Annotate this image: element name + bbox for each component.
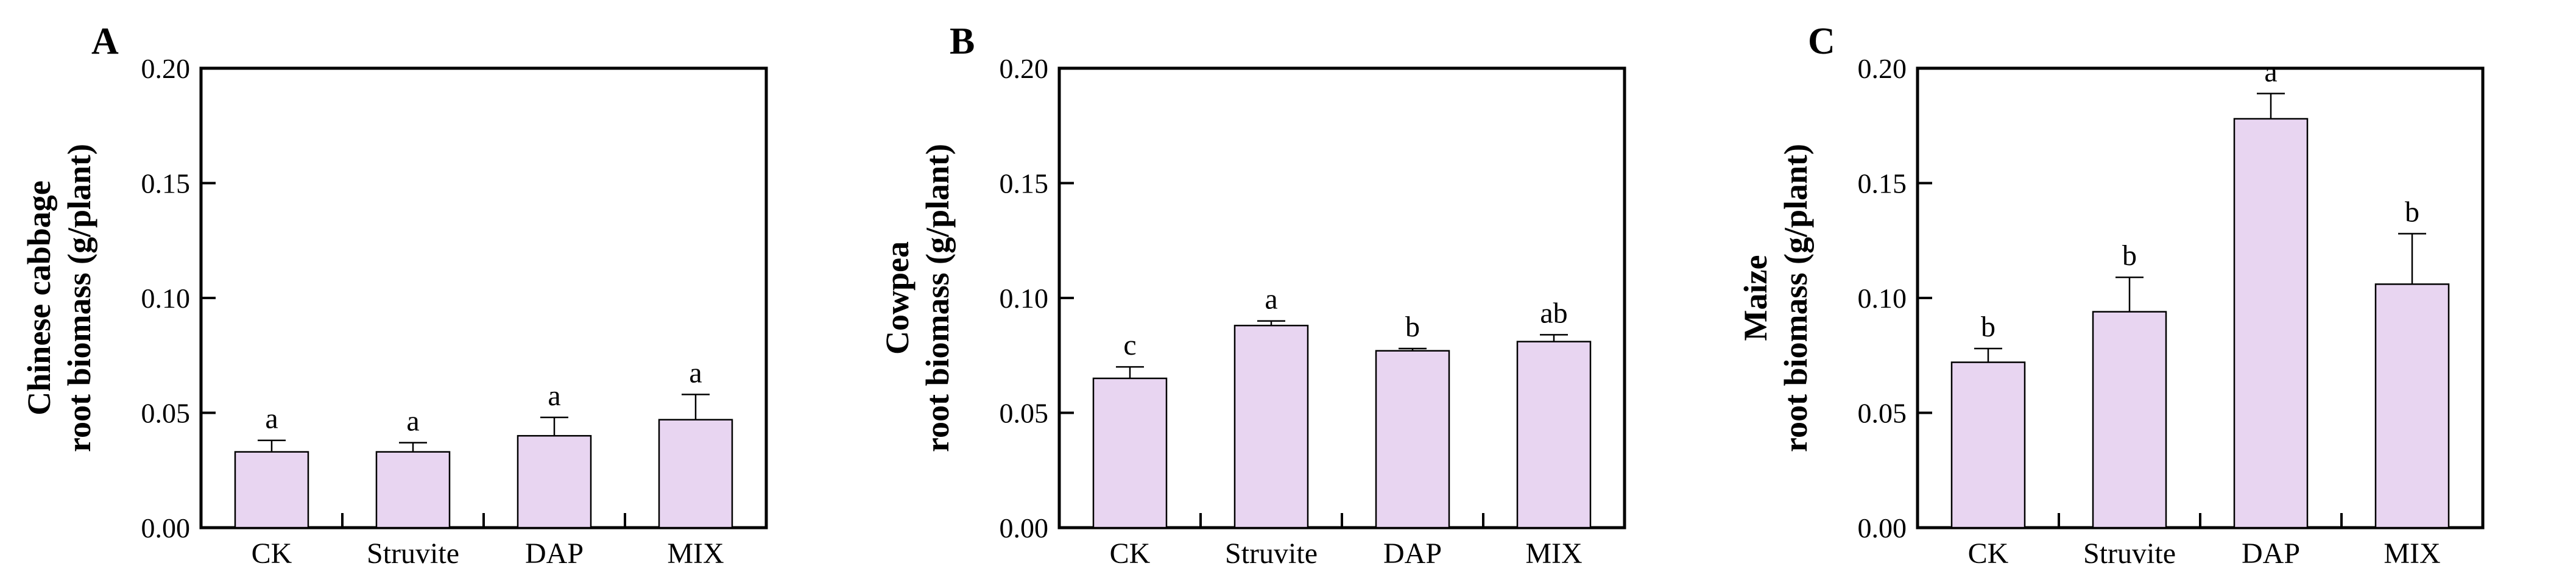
y-tick-label: 0.20 [1000,53,1049,84]
panel-b-chart: 0.00 0.05 0.10 0.15 0.20 c CK a Struvite b DAP ab MI… [879,21,1626,570]
x-category-label: CK [1110,537,1151,570]
x-category-label: DAP [1383,537,1442,570]
y-tick-label: 0.05 [141,398,191,429]
y-tick-label: 0.10 [1000,283,1049,314]
y-tick-label: 0.00 [1000,512,1049,544]
x-category-label: Struvite [2083,537,2176,570]
y-axis-label-line2: root biomass (g/plant) [919,144,956,452]
y-tick-label: 0.20 [1858,53,1907,84]
bar-ck [1092,377,1168,529]
sig-letter: a [1265,283,1277,316]
x-category-label: Struvite [367,537,459,570]
panel-letter: A [91,21,119,62]
y-tick-label: 0.05 [1000,398,1049,429]
x-category-label: MIX [667,537,724,570]
panel-letter: C [1808,21,1835,62]
sig-letter: a [689,356,702,389]
y-axis-label-line2: root biomass (g/plant) [1777,144,1814,452]
y-axis-label-line1: Chinese cabbage [21,180,57,416]
y-tick-label: 0.00 [1858,512,1907,544]
sig-letter: b [1405,311,1420,343]
x-category-label: CK [1968,537,2009,570]
y-axis-label-line2: root biomass (g/plant) [61,144,97,452]
sig-letter: a [406,405,419,437]
sig-letter: ab [1540,297,1567,329]
panel-b: 0.00 0.05 0.10 0.15 0.20 c CK a Struvite b DAP ab MI… [858,0,1717,588]
y-tick-label: 0.05 [1858,398,1907,429]
y-tick-label: 0.10 [1858,283,1907,314]
sig-letter: b [1981,311,1996,343]
x-category-label: DAP [525,537,584,570]
sig-letter: c [1123,329,1136,361]
y-tick-label: 0.20 [141,53,191,84]
y-tick-label: 0.15 [141,168,191,199]
x-category-label: Struvite [1225,537,1318,570]
panel-a-chart: 0.00 0.05 0.10 0.15 0.20 a CK a Struvite a DAP a MIX… [21,21,768,570]
sig-letter: a [548,380,560,412]
x-category-label: MIX [1525,537,1582,570]
y-axis-label-line1: Cowpea [879,241,916,355]
panel-c-chart: 0.00 0.05 0.10 0.15 0.20 b CK b Struvite a DAP b MIX… [1737,21,2485,570]
y-axis-label-line1: Maize [1737,255,1774,341]
bar-mix [2374,283,2450,529]
bar-dap [517,434,592,529]
panel-c: 0.00 0.05 0.10 0.15 0.20 b CK b Struvite a DAP b MIX… [1717,0,2575,588]
x-category-label: MIX [2384,537,2440,570]
bar-dap [2233,118,2309,529]
sig-letter: b [2122,239,2137,272]
sig-letter: a [265,403,278,435]
bar-mix [1516,341,1592,529]
y-tick-label: 0.15 [1858,168,1907,199]
bar-ck [1950,361,2026,529]
panel-a: 0.00 0.05 0.10 0.15 0.20 a CK a Struvite a DAP a MIX… [0,0,858,588]
bar-dap [1375,350,1450,529]
x-category-label: CK [252,537,292,570]
bar-mix [658,419,733,529]
sig-letter: b [2405,196,2419,228]
bar-ck [234,451,309,529]
x-category-label: DAP [2242,537,2300,570]
bar-struvite [375,451,451,529]
y-tick-label: 0.00 [141,512,191,544]
bar-struvite [1233,324,1309,529]
bar-struvite [2092,311,2167,529]
sig-letter: a [2264,55,2277,88]
y-tick-label: 0.10 [141,283,191,314]
panel-letter: B [950,21,975,62]
y-tick-label: 0.15 [1000,168,1049,199]
